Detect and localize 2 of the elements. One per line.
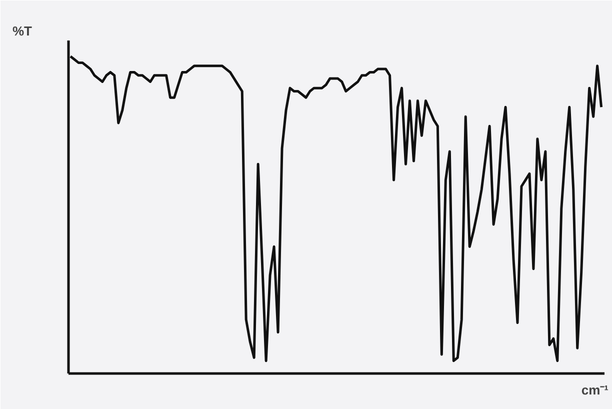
x-axis-title: cm⁻¹ (581, 382, 609, 398)
y-axis-title: %T (12, 24, 32, 38)
